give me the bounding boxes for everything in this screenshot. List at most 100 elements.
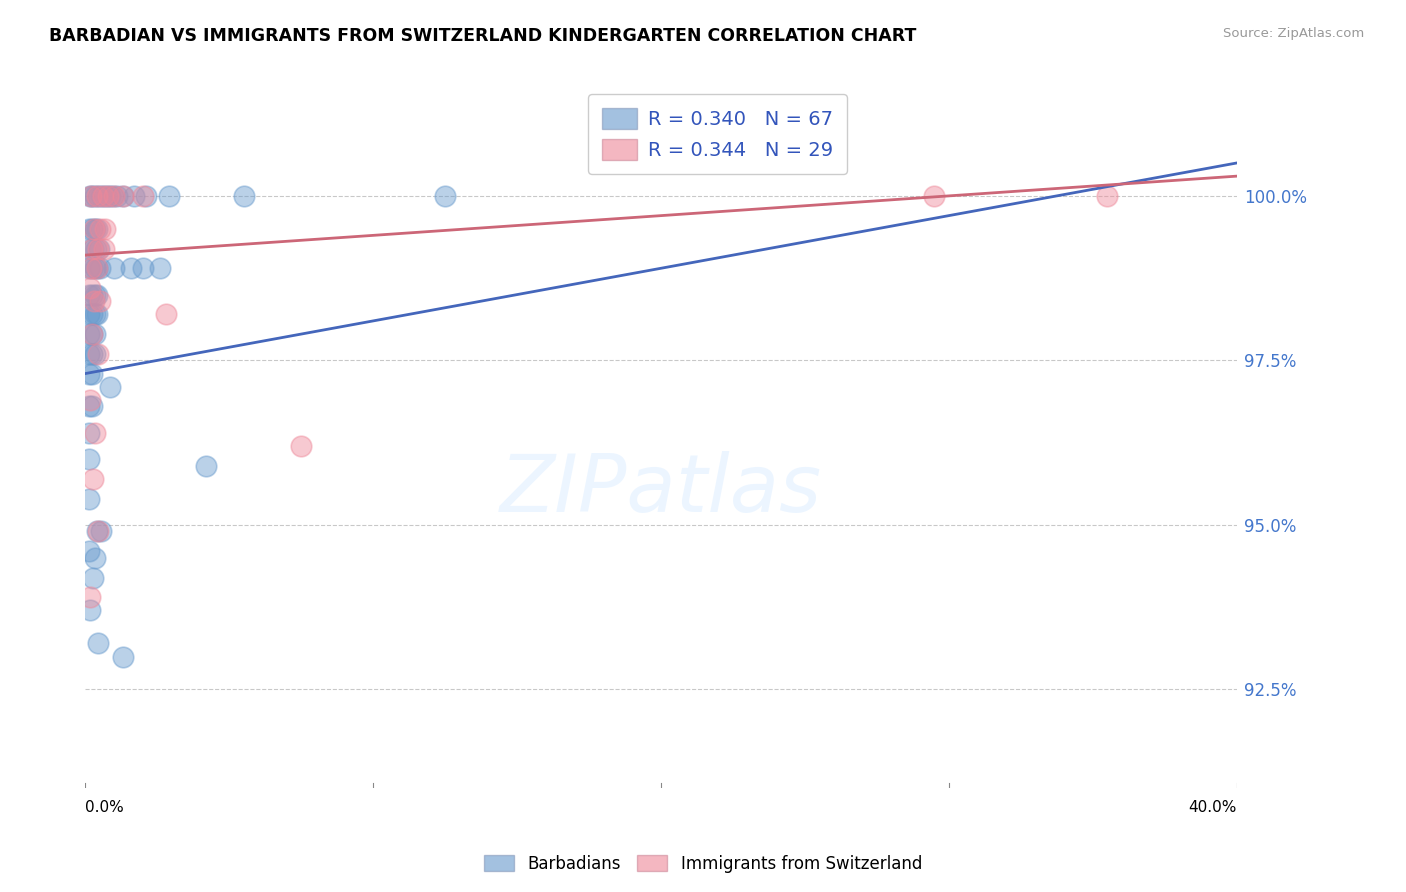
Point	[83, 327, 105, 342]
Point	[77, 367, 100, 381]
Point	[86, 287, 108, 301]
Point	[98, 380, 121, 394]
Legend: Barbadians, Immigrants from Switzerland: Barbadians, Immigrants from Switzerland	[477, 848, 929, 880]
Point	[93, 242, 115, 256]
Point	[82, 570, 104, 584]
Point	[87, 189, 110, 203]
Point	[87, 524, 110, 539]
Point	[103, 189, 125, 203]
Point	[77, 221, 100, 235]
Point	[79, 603, 101, 617]
Point	[83, 261, 105, 276]
Point	[111, 189, 134, 203]
Point	[82, 189, 104, 203]
Point	[90, 524, 112, 539]
Point	[79, 591, 101, 605]
Point	[86, 221, 108, 235]
Point	[77, 452, 100, 467]
Point	[97, 189, 120, 203]
Point	[86, 261, 108, 276]
Point	[80, 367, 103, 381]
Point	[195, 458, 218, 473]
Point	[79, 242, 101, 256]
Point	[87, 347, 110, 361]
Text: BARBADIAN VS IMMIGRANTS FROM SWITZERLAND KINDERGARTEN CORRELATION CHART: BARBADIAN VS IMMIGRANTS FROM SWITZERLAND…	[49, 27, 917, 45]
Point	[79, 281, 101, 295]
Point	[83, 347, 105, 361]
Point	[132, 261, 155, 276]
Point	[120, 261, 142, 276]
Point	[135, 189, 157, 203]
Point	[80, 189, 103, 203]
Point	[82, 472, 104, 486]
Point	[122, 189, 145, 203]
Text: Source: ZipAtlas.com: Source: ZipAtlas.com	[1223, 27, 1364, 40]
Point	[87, 242, 110, 256]
Point	[232, 189, 254, 203]
Point	[1095, 189, 1118, 203]
Point	[77, 347, 100, 361]
Point	[83, 221, 105, 235]
Point	[924, 189, 946, 203]
Point	[82, 242, 104, 256]
Point	[149, 261, 172, 276]
Point	[83, 221, 105, 235]
Point	[80, 261, 103, 276]
Point	[77, 287, 100, 301]
Point	[89, 294, 111, 309]
Point	[86, 307, 108, 321]
Point	[87, 242, 110, 256]
Point	[155, 307, 177, 321]
Text: 40.0%: 40.0%	[1188, 800, 1237, 815]
Point	[77, 307, 100, 321]
Point	[86, 261, 108, 276]
Point	[86, 189, 108, 203]
Point	[80, 347, 103, 361]
Point	[93, 189, 115, 203]
Point	[80, 327, 103, 342]
Point	[157, 189, 180, 203]
Text: 0.0%: 0.0%	[86, 800, 124, 815]
Point	[80, 400, 103, 414]
Point	[77, 400, 100, 414]
Point	[111, 649, 134, 664]
Legend: R = 0.340   N = 67, R = 0.344   N = 29: R = 0.340 N = 67, R = 0.344 N = 29	[588, 95, 846, 174]
Point	[84, 242, 107, 256]
Point	[79, 392, 101, 407]
Point	[80, 221, 103, 235]
Point	[94, 221, 117, 235]
Text: ZIPatlas: ZIPatlas	[501, 450, 823, 529]
Point	[77, 261, 100, 276]
Point	[84, 550, 107, 565]
Point	[89, 221, 111, 235]
Point	[290, 439, 312, 453]
Point	[80, 307, 103, 321]
Point	[96, 189, 118, 203]
Point	[82, 327, 104, 342]
Point	[84, 425, 107, 440]
Point	[77, 425, 100, 440]
Point	[77, 544, 100, 558]
Point	[80, 261, 103, 276]
Point	[89, 261, 111, 276]
Point	[87, 636, 110, 650]
Point	[77, 327, 100, 342]
Point	[111, 189, 134, 203]
Point	[101, 189, 124, 203]
Point	[83, 287, 105, 301]
Point	[86, 524, 108, 539]
Point	[77, 491, 100, 506]
Point	[82, 242, 104, 256]
Point	[98, 189, 121, 203]
Point	[434, 189, 457, 203]
Point	[91, 189, 114, 203]
Point	[132, 189, 155, 203]
Point	[105, 189, 128, 203]
Point	[83, 307, 105, 321]
Point	[83, 294, 105, 309]
Point	[84, 189, 107, 203]
Point	[79, 189, 101, 203]
Point	[103, 261, 125, 276]
Point	[90, 189, 112, 203]
Point	[80, 287, 103, 301]
